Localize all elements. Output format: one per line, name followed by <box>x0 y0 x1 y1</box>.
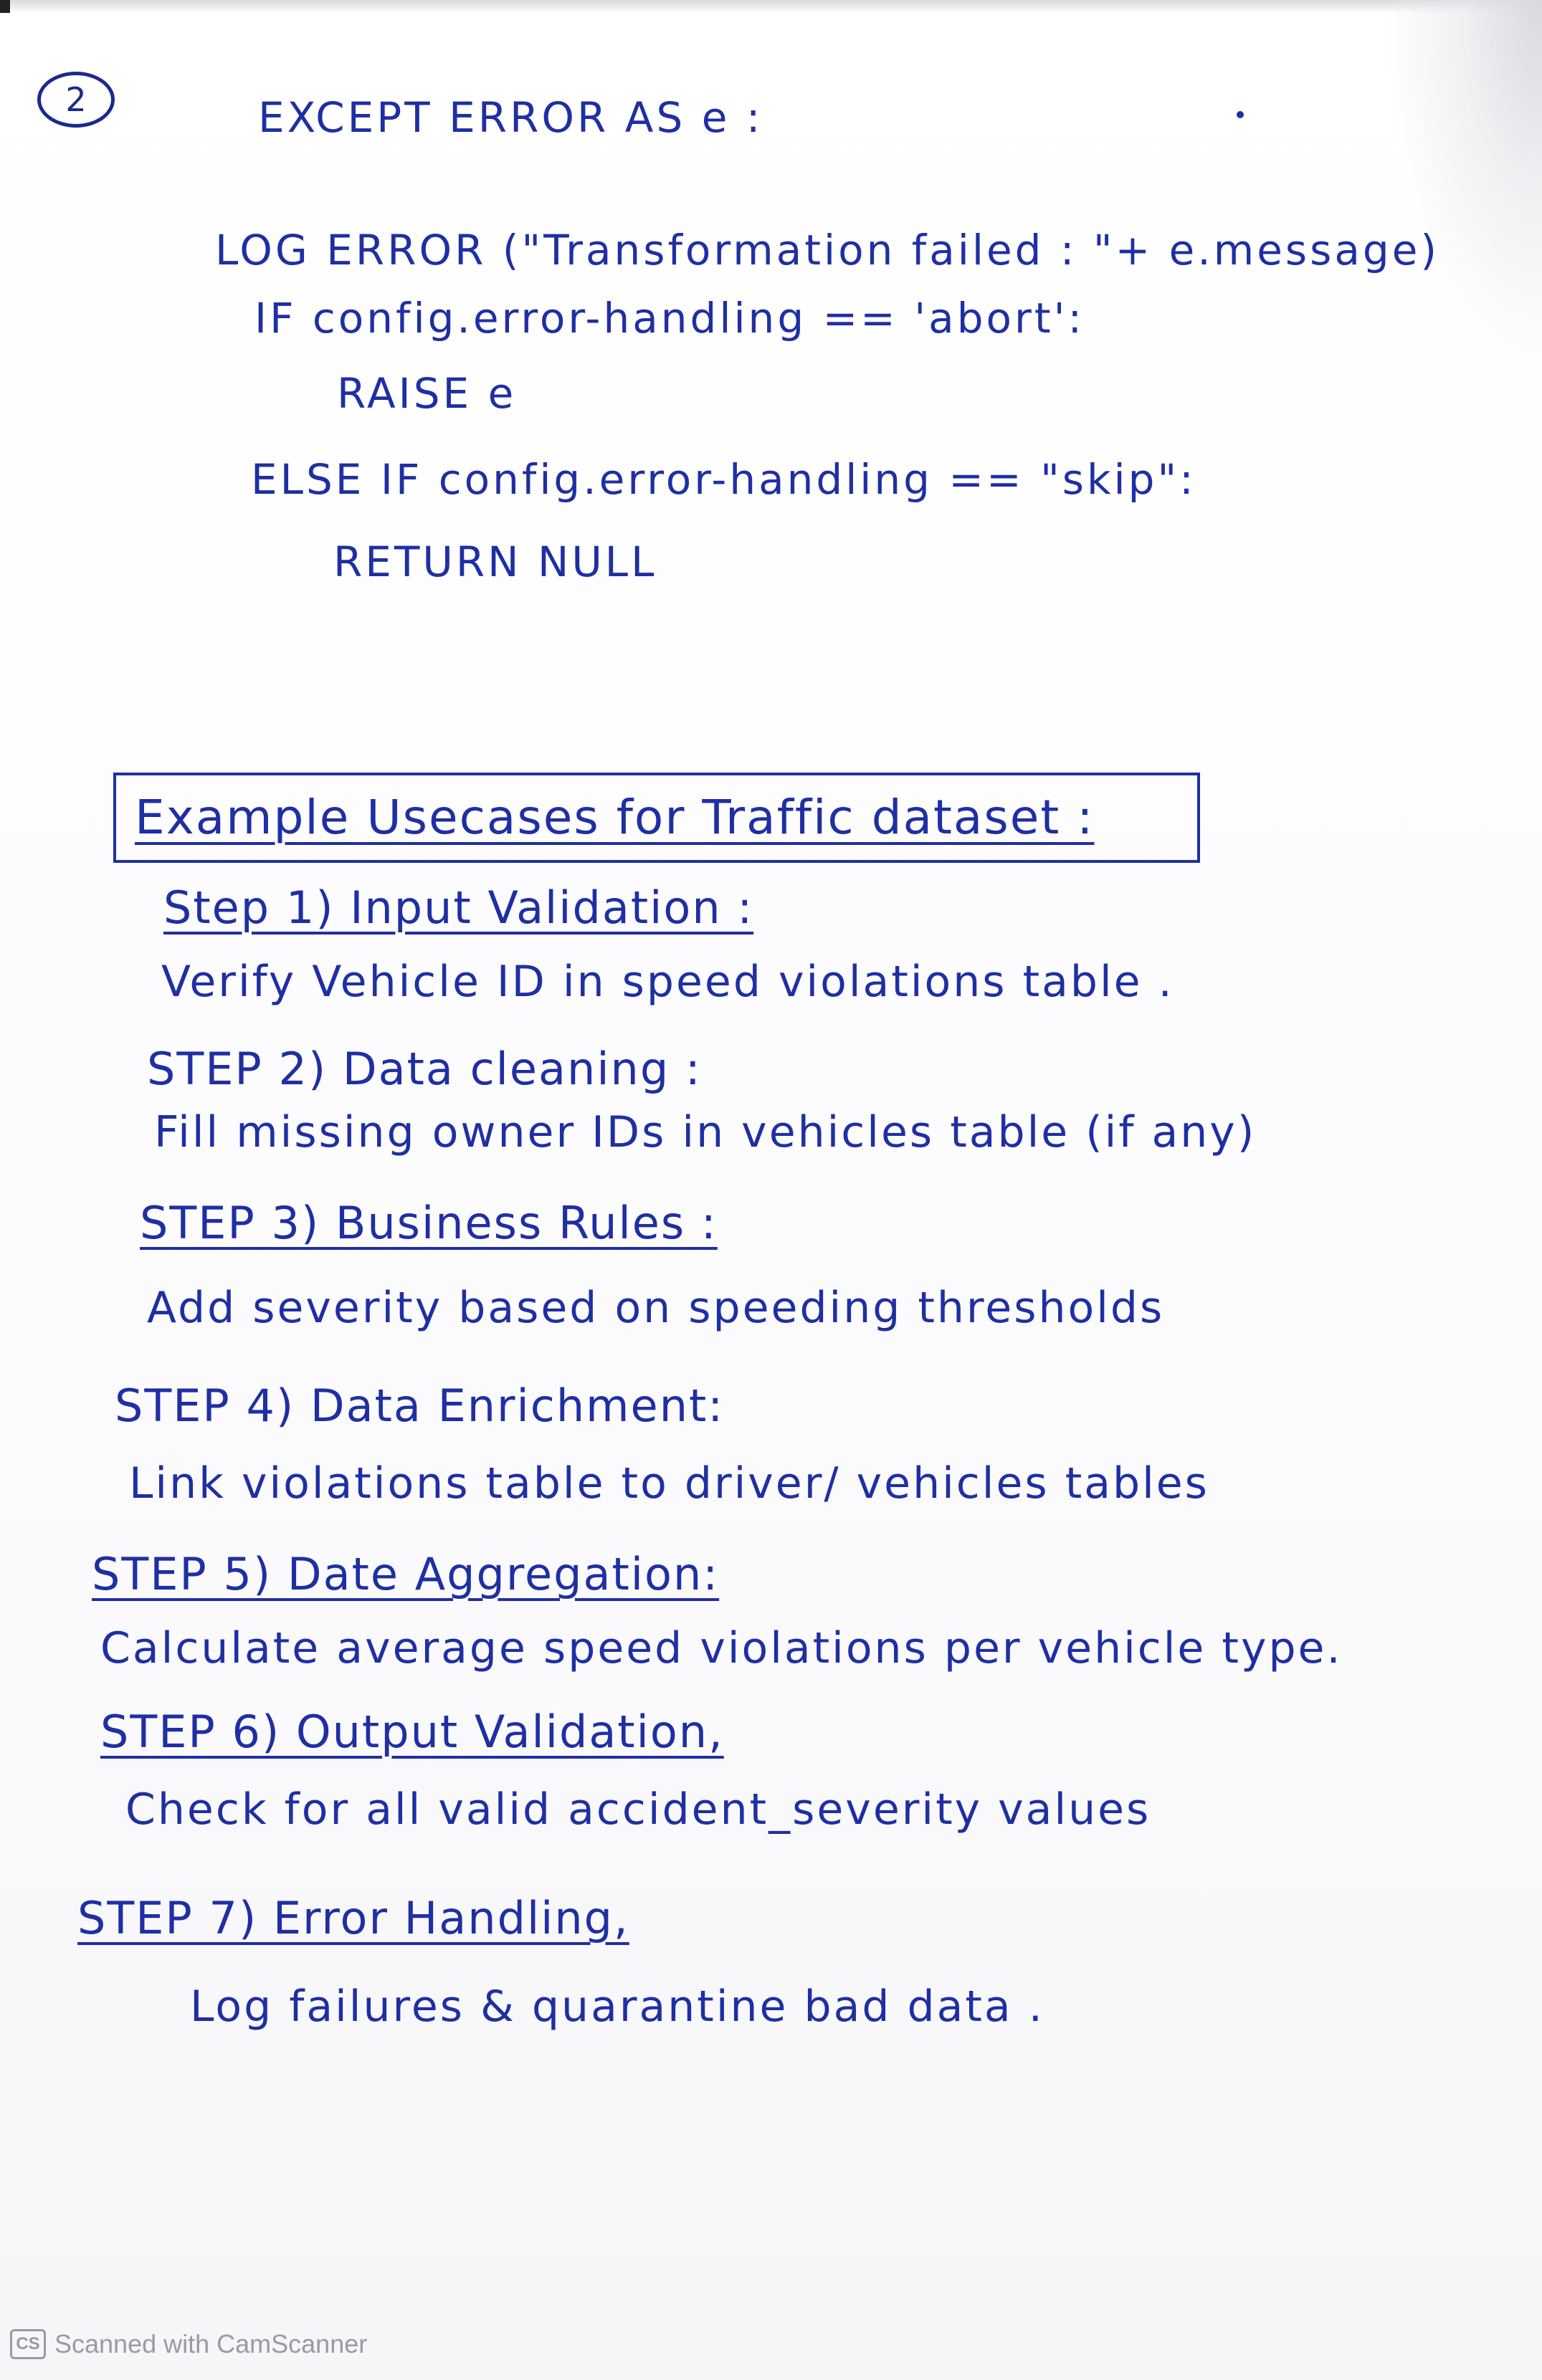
camscanner-logo-icon: CS <box>10 2329 46 2359</box>
step-5-heading: STEP 5) Date Aggregation: <box>92 1548 720 1600</box>
step-6-heading: STEP 6) Output Validation, <box>100 1706 724 1758</box>
corner-mark <box>0 0 10 13</box>
step-7-text: Log failures & quarantine bad data . <box>190 1982 1044 2032</box>
page-number-circle: 2 <box>37 72 115 128</box>
section-title: Example Usecases for Traffic dataset : <box>135 790 1095 845</box>
watermark-label: Scanned with CamScanner <box>54 2329 368 2359</box>
stray-dot <box>1237 111 1244 118</box>
page-curl-shadow <box>1384 0 1542 373</box>
page-top-edge <box>0 0 1542 13</box>
step-4-heading: STEP 4) Data Enrichment: <box>115 1380 725 1432</box>
step-1-heading: Step 1) Input Validation : <box>163 881 754 934</box>
step-2-heading: STEP 2) Data cleaning : <box>147 1043 702 1095</box>
step-6-text: Check for all valid accident_severity va… <box>125 1784 1151 1835</box>
step-1-text: Verify Vehicle ID in speed violations ta… <box>161 957 1174 1007</box>
step-3-heading: STEP 3) Business Rules : <box>140 1197 718 1249</box>
code-line-if-abort: IF config.error-handling == 'abort': <box>254 294 1085 343</box>
scanner-watermark: CS Scanned with CamScanner <box>10 2329 367 2359</box>
step-4-text: Link violations table to driver/ vehicle… <box>129 1458 1209 1509</box>
step-7-heading: STEP 7) Error Handling, <box>77 1892 629 1944</box>
section-title-box: Example Usecases for Traffic dataset : <box>113 773 1200 863</box>
code-line-raise: RAISE e <box>337 369 517 418</box>
step-2-text: Fill missing owner IDs in vehicles table… <box>154 1107 1257 1157</box>
code-line-log-error: LOG ERROR ("Transformation failed : "+ e… <box>215 226 1440 274</box>
code-line-else-if-skip: ELSE IF config.error-handling == "skip": <box>251 455 1196 504</box>
code-line-return-null: RETURN NULL <box>333 537 657 586</box>
step-3-text: Add severity based on speeding threshold… <box>147 1283 1165 1333</box>
step-5-text: Calculate average speed violations per v… <box>100 1623 1343 1673</box>
code-line-except: EXCEPT ERROR AS e : <box>258 93 763 142</box>
